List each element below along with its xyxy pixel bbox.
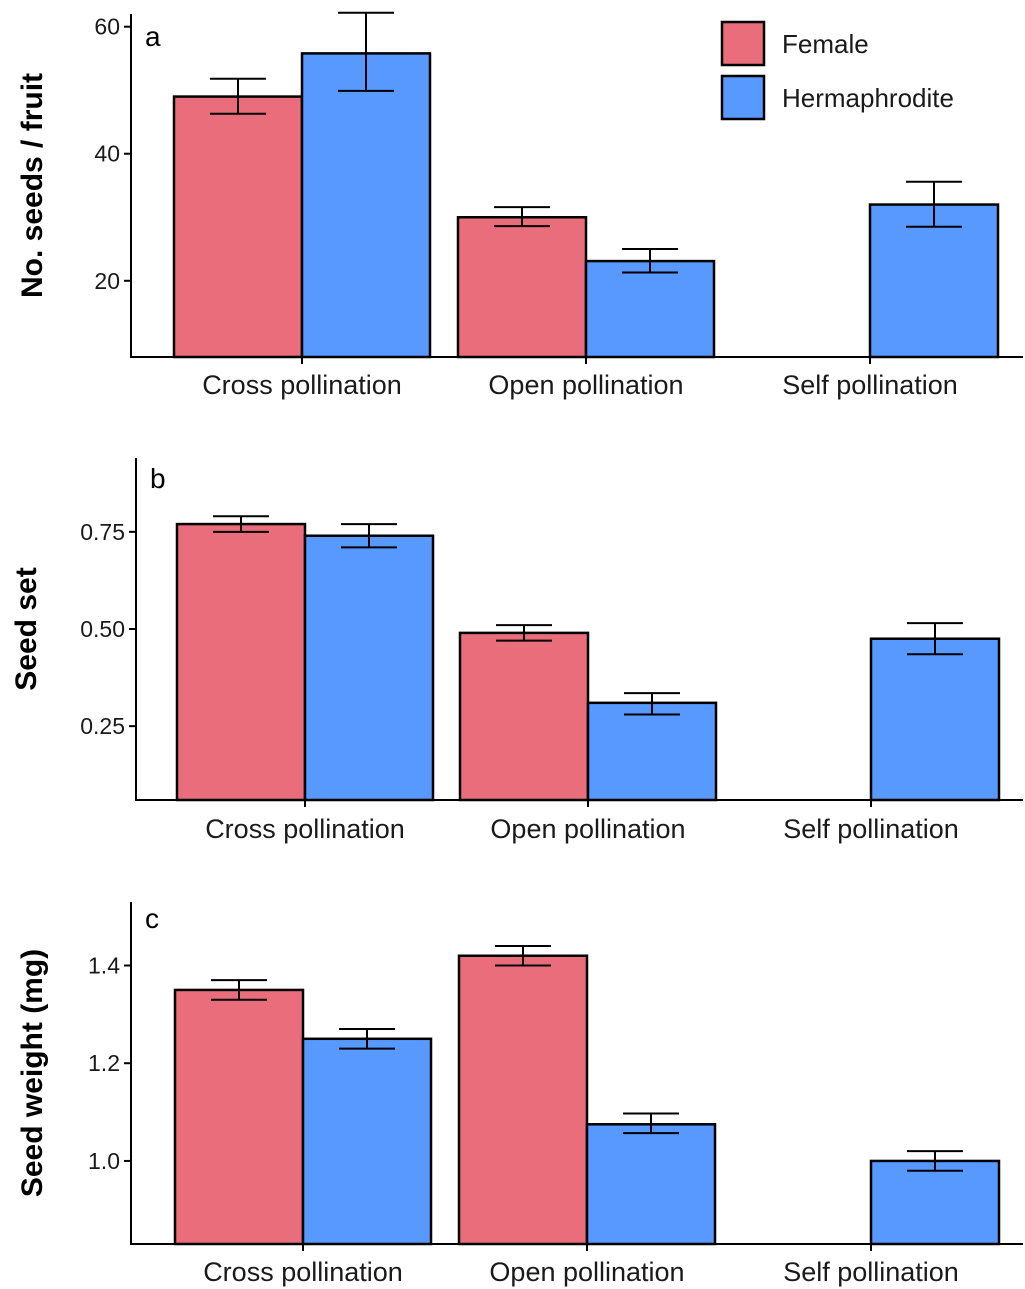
y-tick-label: 1.4: [88, 953, 120, 979]
bar-female-0: [173, 988, 305, 1246]
panel-letter: b: [150, 463, 166, 494]
panel-c: 1.0 1.2 1.4 Cross pollination Open pollinati…: [16, 902, 1023, 1287]
error-bar-female-0: [210, 77, 266, 115]
panel-letter: c: [145, 903, 159, 934]
bar-female-0: [172, 95, 304, 359]
bar-hermaphrodite-0: [300, 52, 432, 359]
error-bar-female-1: [496, 624, 552, 642]
error-bar-female-0: [211, 979, 267, 1001]
x-tick-label: Cross pollination: [205, 814, 405, 844]
error-bar-female-1: [495, 944, 551, 967]
y-tick-label: 0.50: [80, 616, 125, 642]
error-bar-female-0: [213, 515, 269, 533]
x-tick-label: Open pollination: [488, 370, 683, 400]
y-tick-label: 40: [94, 141, 120, 167]
error-bar-hermaphrodite-2: [907, 622, 963, 656]
y-axis-title: Seed set: [10, 567, 43, 690]
x-tick-label: Self pollination: [783, 1257, 959, 1287]
error-bar-hermaphrodite-0: [339, 1028, 395, 1050]
y-tick-label: 1.2: [88, 1050, 120, 1076]
error-bar-hermaphrodite-0: [338, 11, 394, 92]
error-bar-hermaphrodite-1: [623, 1112, 679, 1135]
bar-hermaphrodite-2: [868, 203, 1000, 359]
panel-a: 20 40 60 Cross pollination Open pollination S…: [16, 11, 1023, 400]
x-tick-label: Cross pollination: [203, 1257, 403, 1287]
bar-female-1: [458, 631, 590, 802]
y-tick-label: 1.0: [88, 1148, 120, 1174]
x-tick-label: Self pollination: [783, 814, 959, 844]
panel-letter: a: [145, 21, 161, 52]
bar-female-1: [457, 954, 589, 1246]
legend-label-hermaphrodite: Hermaphrodite: [782, 83, 954, 113]
legend: Female Hermaphrodite: [720, 20, 954, 121]
error-bar-hermaphrodite-1: [624, 692, 680, 716]
bar-hermaphrodite-1: [586, 701, 718, 802]
bar-hermaphrodite-2: [869, 637, 1001, 802]
y-axis-title: Seed weight (mg): [16, 949, 49, 1197]
error-bar-hermaphrodite-2: [907, 1150, 963, 1172]
x-tick-label: Open pollination: [490, 814, 685, 844]
bar-female-0: [175, 522, 307, 802]
error-bar-hermaphrodite-1: [622, 248, 678, 274]
y-tick-label: 0.75: [80, 519, 125, 545]
legend-swatch-hermaphrodite: [720, 74, 766, 121]
legend-label-female: Female: [782, 29, 869, 59]
bar-hermaphrodite-1: [585, 1123, 717, 1246]
panel-b: 0.25 0.50 0.75 Cross pollination Open pollin…: [10, 458, 1023, 844]
bar-hermaphrodite-1: [584, 259, 716, 359]
x-tick-label: Self pollination: [782, 370, 958, 400]
legend-swatch-female: [720, 20, 766, 67]
bar-hermaphrodite-2: [869, 1159, 1001, 1246]
bar-female-1: [456, 216, 588, 359]
bar-hermaphrodite-0: [301, 1037, 433, 1246]
error-bar-female-1: [494, 206, 550, 228]
error-bar-hermaphrodite-0: [341, 523, 397, 549]
y-tick-label: 60: [94, 14, 120, 40]
y-axis-title: No. seeds / fruit: [16, 73, 49, 298]
y-tick-label: 0.25: [80, 713, 125, 739]
error-bar-hermaphrodite-2: [906, 180, 962, 228]
x-tick-label: Open pollination: [489, 1257, 684, 1287]
x-tick-label: Cross pollination: [202, 370, 402, 400]
bar-hermaphrodite-0: [303, 534, 435, 802]
y-tick-label: 20: [94, 268, 120, 294]
